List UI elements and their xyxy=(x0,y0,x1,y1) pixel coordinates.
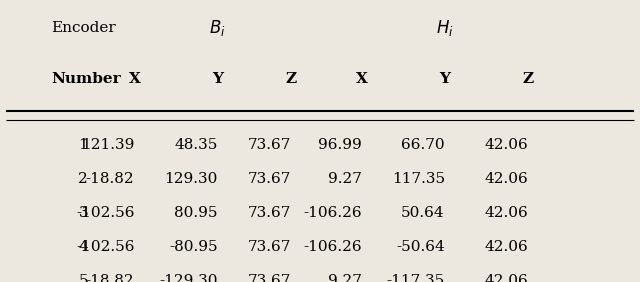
Text: -50.64: -50.64 xyxy=(396,240,445,254)
Text: -18.82: -18.82 xyxy=(86,172,134,186)
Text: 73.67: 73.67 xyxy=(248,274,291,282)
Text: -80.95: -80.95 xyxy=(169,240,218,254)
Text: 42.06: 42.06 xyxy=(484,138,528,152)
Text: 73.67: 73.67 xyxy=(248,172,291,186)
Text: Z: Z xyxy=(522,72,534,86)
Text: $\mathit{B}_{i}$: $\mathit{B}_{i}$ xyxy=(209,18,226,38)
Text: 9.27: 9.27 xyxy=(328,172,362,186)
Text: 48.35: 48.35 xyxy=(174,138,218,152)
Text: Number: Number xyxy=(51,72,121,86)
Text: 9.27: 9.27 xyxy=(328,274,362,282)
Text: 2: 2 xyxy=(78,172,88,186)
Text: 3: 3 xyxy=(78,206,88,220)
Text: Y: Y xyxy=(439,72,451,86)
Text: 73.67: 73.67 xyxy=(248,240,291,254)
Text: -102.56: -102.56 xyxy=(76,240,134,254)
Text: X: X xyxy=(356,72,367,86)
Text: 42.06: 42.06 xyxy=(484,240,528,254)
Text: 73.67: 73.67 xyxy=(248,138,291,152)
Text: 121.39: 121.39 xyxy=(81,138,134,152)
Text: -106.26: -106.26 xyxy=(303,206,362,220)
Text: 50.64: 50.64 xyxy=(401,206,445,220)
Text: 96.99: 96.99 xyxy=(318,138,362,152)
Text: -129.30: -129.30 xyxy=(159,274,218,282)
Text: 66.70: 66.70 xyxy=(401,138,445,152)
Text: 129.30: 129.30 xyxy=(164,172,218,186)
Text: -117.35: -117.35 xyxy=(387,274,445,282)
Text: -106.26: -106.26 xyxy=(303,240,362,254)
Text: 4: 4 xyxy=(78,240,88,254)
Text: 42.06: 42.06 xyxy=(484,274,528,282)
Text: -18.82: -18.82 xyxy=(86,274,134,282)
Text: 5: 5 xyxy=(78,274,88,282)
Text: Z: Z xyxy=(285,72,297,86)
Text: 42.06: 42.06 xyxy=(484,206,528,220)
Text: $\mathit{H}_{i}$: $\mathit{H}_{i}$ xyxy=(436,18,454,38)
Text: 42.06: 42.06 xyxy=(484,172,528,186)
Text: 80.95: 80.95 xyxy=(174,206,218,220)
Text: Encoder: Encoder xyxy=(51,21,116,35)
Text: Y: Y xyxy=(212,72,223,86)
Text: 1: 1 xyxy=(78,138,88,152)
Text: 73.67: 73.67 xyxy=(248,206,291,220)
Text: X: X xyxy=(129,72,140,86)
Text: -102.56: -102.56 xyxy=(76,206,134,220)
Text: 117.35: 117.35 xyxy=(392,172,445,186)
